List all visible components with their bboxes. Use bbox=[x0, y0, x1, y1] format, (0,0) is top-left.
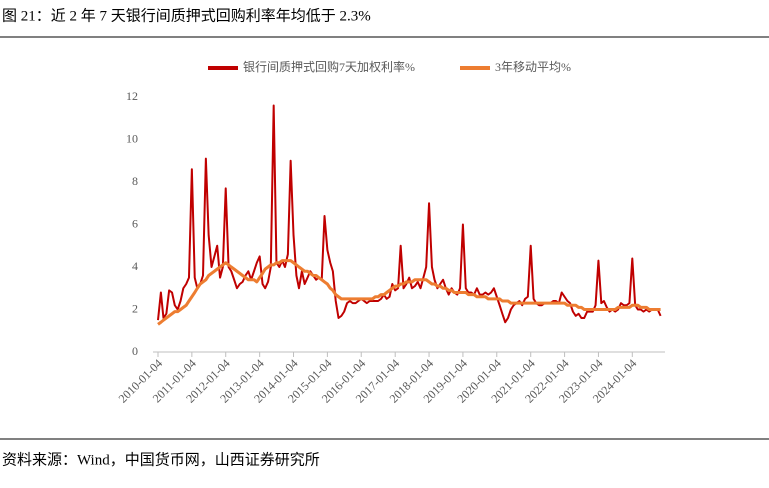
series-line bbox=[157, 104, 662, 324]
chart-title: 图 21：近 2 年 7 天银行间质押式回购利率年均低于 2.3% bbox=[2, 7, 371, 24]
source-note: 资料来源：Wind，中国货币网，山西证券研究所 bbox=[2, 451, 320, 468]
legend-label: 银行间质押式回购7天加权利率% bbox=[243, 59, 415, 74]
series-line bbox=[157, 259, 661, 326]
y-tick-label: 4 bbox=[132, 259, 138, 273]
y-tick-label: 10 bbox=[126, 131, 138, 145]
y-tick-label: 0 bbox=[132, 344, 138, 358]
legend-label: 3年移动平均% bbox=[495, 60, 571, 74]
y-tick-label: 12 bbox=[126, 89, 138, 103]
y-tick-label: 6 bbox=[132, 216, 138, 230]
y-tick-label: 8 bbox=[132, 174, 138, 188]
y-tick-label: 2 bbox=[132, 301, 138, 315]
